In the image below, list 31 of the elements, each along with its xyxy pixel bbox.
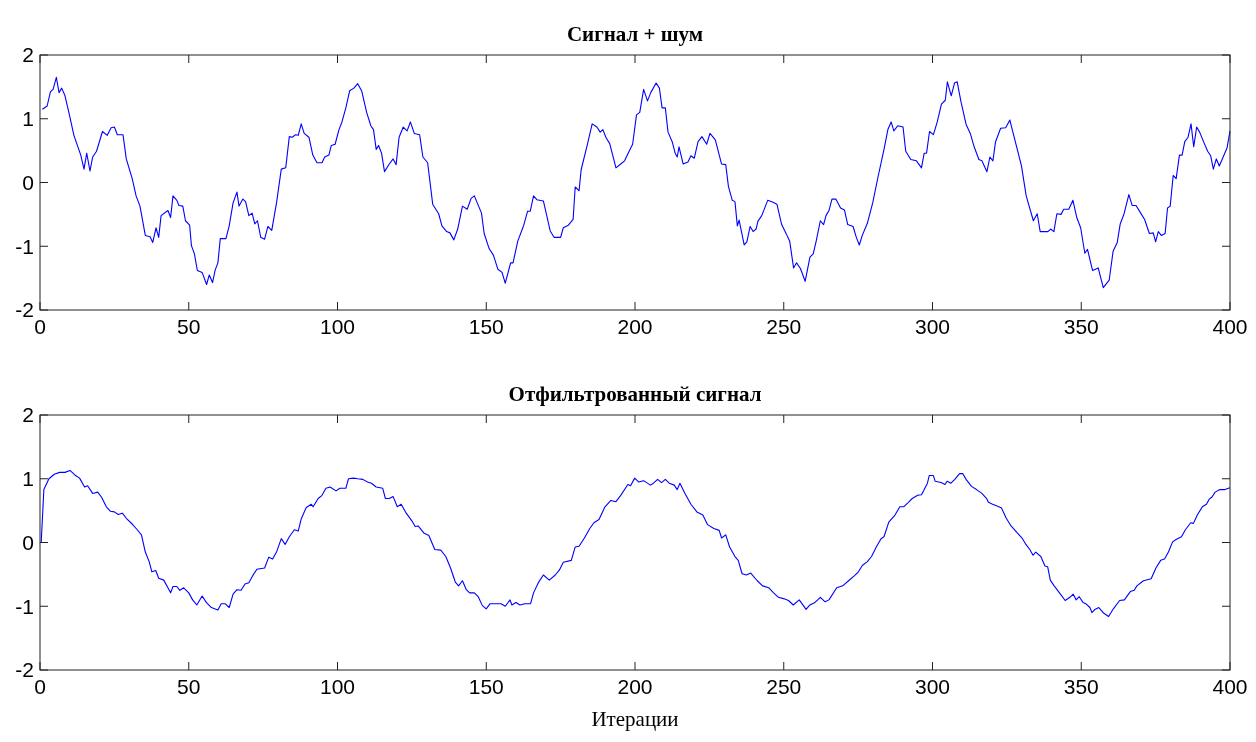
y-tick-label: 1	[22, 107, 34, 131]
x-tick-label: 150	[468, 315, 504, 338]
x-tick-label: 50	[177, 315, 201, 338]
x-tick-label: 350	[1063, 675, 1099, 698]
line-series	[40, 469, 1231, 617]
y-tick-label: 0	[22, 530, 34, 554]
x-axis-title: Итерации	[591, 707, 679, 731]
x-tick-label: 150	[468, 675, 504, 698]
x-tick-label: 100	[319, 315, 356, 338]
x-tick-label: 200	[617, 315, 653, 338]
y-tick-label: 2	[22, 43, 34, 67]
line-series	[41, 76, 1231, 289]
x-tick-label: 250	[766, 315, 802, 338]
y-tick-label: -1	[15, 594, 34, 618]
y-tick-label: 1	[22, 467, 34, 491]
y-tick-label: 0	[22, 170, 34, 194]
x-tick-label: 200	[617, 675, 653, 698]
x-tick-label: 250	[766, 675, 802, 698]
x-tick-label: 100	[319, 675, 356, 698]
x-tick-label: 300	[914, 315, 951, 338]
y-tick-label: -2	[15, 658, 34, 682]
x-tick-label: 50	[177, 675, 201, 698]
x-tick-label: 400	[1212, 315, 1248, 338]
x-tick-label: 300	[914, 675, 951, 698]
y-tick-label: 2	[22, 403, 34, 427]
x-tick-label: 400	[1212, 675, 1248, 698]
y-tick-label: -2	[15, 298, 34, 322]
y-tick-label: -1	[15, 234, 34, 258]
chart-title: Сигнал + шум	[566, 22, 704, 46]
x-tick-label: 350	[1063, 315, 1099, 338]
chart-title: Отфильтрованный сигнал	[508, 382, 762, 406]
